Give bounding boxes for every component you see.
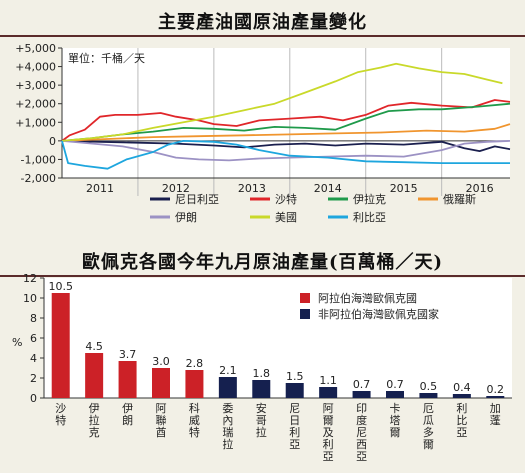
bar-category-label: 沙特 <box>55 402 66 427</box>
y-tick-label: -2,000 <box>21 172 56 185</box>
x-tick-label: 2013 <box>238 182 266 195</box>
bar-category-label: 阿爾及利亞 <box>323 402 334 463</box>
bar-value-label: 1.5 <box>286 370 304 383</box>
bar-4 <box>185 370 204 398</box>
bar-value-label: 10.5 <box>48 280 73 293</box>
x-tick-label: 2011 <box>86 182 114 195</box>
y-tick-label: -1,000 <box>21 153 56 166</box>
y-tick-label: +5,000 <box>15 42 56 55</box>
y-tick-label: +1,000 <box>15 116 56 129</box>
series-line-saudi <box>61 99 511 142</box>
y-tick-label: +2,000 <box>15 98 56 111</box>
bar-value-label: 0.4 <box>453 381 471 394</box>
x-tick-label: 2015 <box>390 182 418 195</box>
bar-10 <box>386 391 404 398</box>
series-line-nigeria <box>61 140 511 152</box>
bar-category-label: 尼日利亞 <box>289 402 300 451</box>
bar-1 <box>85 353 104 398</box>
legend-label-libya: 利比亞 <box>353 211 386 224</box>
bar-category-label: 安哥拉 <box>256 401 267 439</box>
legend-label-iraq: 伊拉克 <box>353 192 386 206</box>
bar-3 <box>152 368 170 398</box>
x-tick-label: 2016 <box>466 182 494 195</box>
legend-label-nigeria: 尼日利亞 <box>175 193 219 206</box>
unit-label: 單位：千桶／天 <box>68 51 145 65</box>
bar-9 <box>352 391 371 398</box>
bar-y-axis-label: % <box>12 336 22 349</box>
series-line-libya <box>61 140 510 170</box>
legend-swatch-gulf <box>300 293 310 303</box>
bar-value-label: 1.1 <box>319 374 337 387</box>
bar-6 <box>252 380 271 398</box>
bar-category-label: 伊朗 <box>122 402 133 427</box>
bar-y-tick-label: 4 <box>30 352 37 365</box>
bar-value-label: 0.7 <box>353 378 371 391</box>
bar-category-label: 利比亞 <box>456 402 467 439</box>
legend-label-russia: 俄羅斯 <box>443 193 476 206</box>
legend-label-gulf: 阿拉伯海灣歐佩克國 <box>318 291 417 305</box>
bar-11 <box>419 393 438 398</box>
bar-value-label: 0.2 <box>487 383 505 396</box>
bar-value-label: 3.0 <box>152 355 170 368</box>
legend-label-usa: 美國 <box>275 211 297 224</box>
bar-category-label: 印度尼西亞 <box>356 402 367 463</box>
y-tick-label: +3,000 <box>15 79 56 92</box>
bar-y-tick-label: 6 <box>30 332 37 345</box>
bar-value-label: 0.5 <box>420 380 438 393</box>
y-tick-label: 0 <box>49 135 56 148</box>
bar-plot-area <box>44 278 512 398</box>
bar-value-label: 3.7 <box>119 348 137 361</box>
y-tick-label: +4,000 <box>15 61 56 74</box>
bar-category-label: 厄瓜多爾 <box>423 402 434 451</box>
bar-category-label: 阿聯酋 <box>156 402 167 439</box>
series-line-usa <box>61 62 503 142</box>
bar-y-tick-label: 2 <box>30 372 37 385</box>
series-line-iran <box>61 140 511 162</box>
x-tick-label: 2014 <box>314 182 342 195</box>
bar-5 <box>218 377 237 398</box>
bar-value-label: 2.8 <box>186 357 204 370</box>
series-line-iraq <box>61 102 511 142</box>
bar-y-tick-label: 10 <box>23 292 37 305</box>
bar-category-label: 加蓬 <box>490 402 501 427</box>
legend-label-nongulf: 非阿拉伯海灣歐佩克國家 <box>318 307 439 321</box>
title-rule-bottom <box>0 275 525 277</box>
x-tick-label: 2012 <box>162 182 190 195</box>
bar-chart-title: 歐佩克各國今年九月原油產量(百萬桶／天) <box>81 252 444 273</box>
bar-category-label: 卡塔爾 <box>390 402 401 439</box>
bar-8 <box>319 387 338 398</box>
bar-category-label: 科威特 <box>189 401 200 439</box>
line-chart-title: 主要產油國原油產量變化 <box>158 12 367 33</box>
bar-y-tick-label: 8 <box>30 312 37 325</box>
legend-label-iran: 伊朗 <box>175 211 197 224</box>
legend-label-saudi: 沙特 <box>275 192 297 206</box>
bar-7 <box>285 383 304 398</box>
bar-12 <box>452 394 471 398</box>
title-rule-top <box>0 35 525 37</box>
line-chart: +5,000 +4,000 +3,000 +2,000 +1,000 0 -1,000 -2,… <box>15 42 511 224</box>
bar-category-label: 伊拉克 <box>89 402 100 439</box>
bar-y-tick-label: 0 <box>30 392 37 405</box>
bar-value-label: 0.7 <box>386 378 404 391</box>
bar-value-label: 4.5 <box>85 340 103 353</box>
bar-2 <box>118 361 137 398</box>
series-line-russia <box>61 123 511 142</box>
bar-0 <box>51 293 70 398</box>
bar-value-label: 2.1 <box>219 364 237 377</box>
bar-13 <box>486 396 505 398</box>
legend-swatch-nongulf <box>300 309 310 319</box>
bar-value-label: 1.8 <box>253 367 271 380</box>
bar-category-label: 委內瑞拉 <box>222 402 233 451</box>
